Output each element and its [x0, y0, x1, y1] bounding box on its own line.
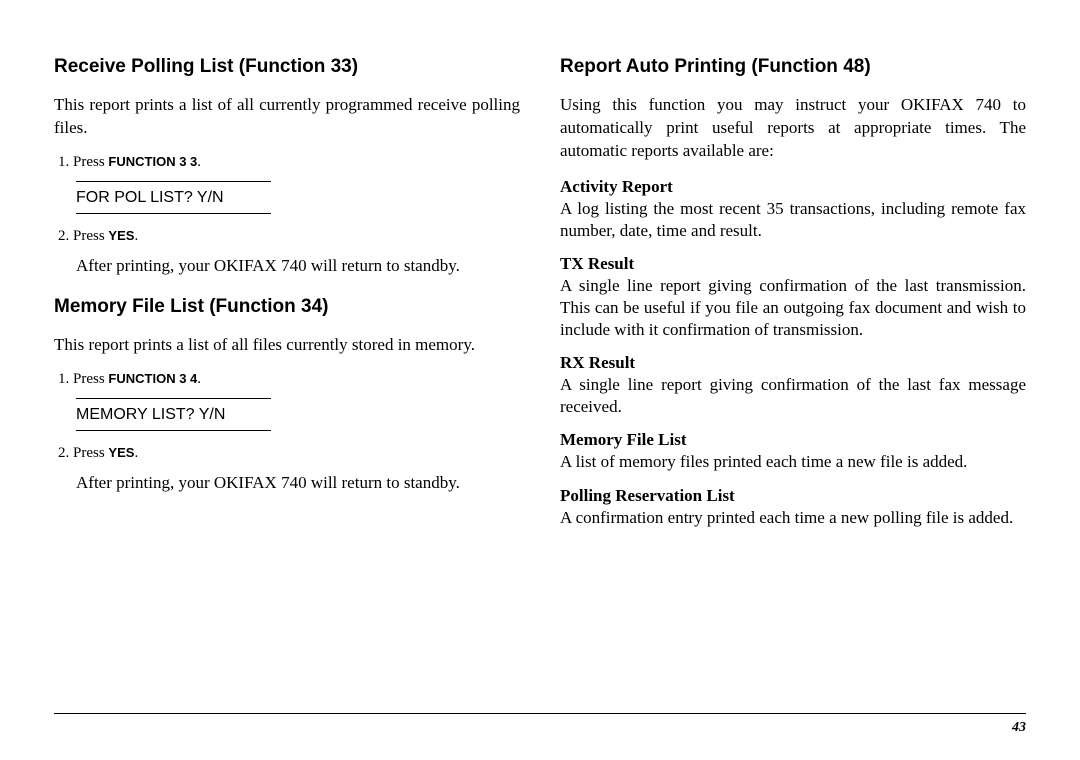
display-text: MEMORY LIST? Y/N — [76, 406, 271, 430]
after-text: After printing, your OKIFAX 740 will ret… — [76, 255, 520, 278]
report-title-rx: RX Result — [560, 353, 1026, 373]
report-body: A single line report giving confirmation… — [560, 374, 1026, 418]
step-suffix: . — [197, 371, 201, 387]
after-text: After printing, your OKIFAX 740 will ret… — [76, 472, 520, 495]
step-prefix: 1. Press — [58, 371, 108, 387]
section-heading-report-auto: Report Auto Printing (Function 48) — [560, 56, 1026, 78]
intro-text: This report prints a list of all files c… — [54, 334, 520, 357]
report-title-tx: TX Result — [560, 254, 1026, 274]
report-body: A list of memory files printed each time… — [560, 451, 1026, 473]
display-text: FOR POL LIST? Y/N — [76, 189, 271, 213]
key-sequence: FUNCTION 3 4 — [108, 371, 197, 386]
left-column: Receive Polling List (Function 33) This … — [54, 56, 520, 696]
report-body: A log listing the most recent 35 transac… — [560, 198, 1026, 242]
step-1: 1. Press FUNCTION 3 4. — [76, 371, 520, 388]
intro-text: This report prints a list of all current… — [54, 94, 520, 140]
step-prefix: 2. Press — [58, 228, 108, 244]
report-body: A confirmation entry printed each time a… — [560, 507, 1026, 529]
step-prefix: 2. Press — [58, 445, 108, 461]
section-heading-receive-polling: Receive Polling List (Function 33) — [54, 56, 520, 78]
step-suffix: . — [197, 154, 201, 170]
step-2: 2. Press YES. — [76, 445, 520, 462]
report-title-activity: Activity Report — [560, 177, 1026, 197]
report-title-polling-reservation: Polling Reservation List — [560, 486, 1026, 506]
two-column-layout: Receive Polling List (Function 33) This … — [54, 56, 1026, 696]
key-sequence: FUNCTION 3 3 — [108, 154, 197, 169]
step-prefix: 1. Press — [58, 154, 108, 170]
key-sequence: YES — [108, 228, 134, 243]
section-heading-memory-file: Memory File List (Function 34) — [54, 296, 520, 318]
lcd-display: FOR POL LIST? Y/N — [76, 181, 271, 214]
step-suffix: . — [134, 445, 138, 461]
step-2: 2. Press YES. — [76, 228, 520, 245]
report-title-memory-file: Memory File List — [560, 430, 1026, 450]
lcd-display: MEMORY LIST? Y/N — [76, 398, 271, 431]
step-suffix: . — [134, 228, 138, 244]
page-number: 43 — [1012, 720, 1026, 736]
key-sequence: YES — [108, 445, 134, 460]
right-column: Report Auto Printing (Function 48) Using… — [560, 56, 1026, 696]
step-1: 1. Press FUNCTION 3 3. — [76, 154, 520, 171]
report-body: A single line report giving confirmation… — [560, 275, 1026, 341]
intro-text: Using this function you may instruct you… — [560, 94, 1026, 163]
footer-rule — [54, 713, 1026, 714]
